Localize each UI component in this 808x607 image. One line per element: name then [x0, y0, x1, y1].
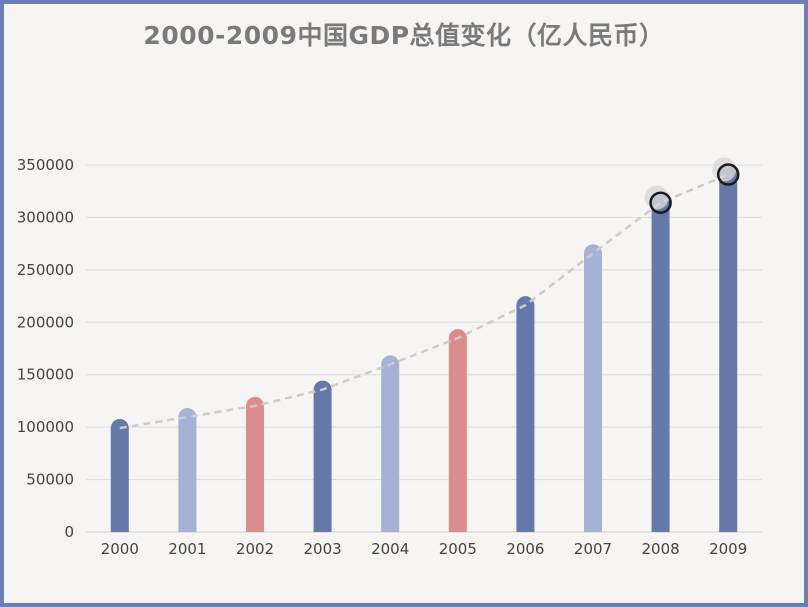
- y-tick-label: 100000: [17, 418, 74, 436]
- x-tick-label: 2005: [439, 540, 477, 558]
- x-tick-label: 2007: [574, 540, 612, 558]
- bar-cap-2001: [178, 408, 197, 427]
- bar-2004: [381, 364, 400, 532]
- bar-2002: [246, 405, 264, 532]
- highlight-marker-2009: [716, 163, 740, 186]
- highlight-halo-2009: [712, 157, 737, 182]
- y-tick-label: 50000: [26, 471, 74, 489]
- bar-2003: [313, 389, 332, 532]
- bar-2000: [110, 427, 129, 532]
- y-tick-label: 200000: [17, 313, 74, 331]
- highlight-marker-2008: [649, 191, 672, 214]
- bar-2007: [584, 253, 602, 532]
- x-tick-label: 2004: [371, 540, 409, 558]
- bars: [110, 165, 738, 532]
- x-tick-label: 2000: [101, 540, 139, 558]
- y-tick-label: 300000: [17, 208, 74, 226]
- y-tick-label: 150000: [17, 366, 74, 384]
- y-tick-label: 350000: [17, 156, 74, 174]
- bar-2001: [178, 417, 197, 532]
- x-tick-label: 2006: [506, 540, 544, 558]
- bar-2008: [651, 202, 670, 532]
- y-axis-ticks: 0 50000 100000 150000 200000 250000 300000 3500…: [17, 156, 74, 541]
- bar-2009: [719, 174, 738, 532]
- x-axis-ticks: 2000 2001 2002 2003 2004 2005 2006 2007 2008 2009: [101, 540, 748, 558]
- bar-cap-2007: [584, 244, 602, 263]
- trend-line: [119, 157, 740, 430]
- x-tick-label: 2001: [168, 540, 206, 558]
- x-tick-label: 2002: [236, 540, 274, 558]
- grid-lines: [86, 164, 762, 533]
- x-tick-label: 2003: [304, 540, 342, 558]
- highlight-halo-2008: [644, 185, 669, 210]
- x-tick-label: 2008: [642, 540, 680, 558]
- bar-2006: [516, 305, 535, 532]
- bar-2005: [448, 338, 467, 532]
- y-tick-label: 250000: [17, 261, 74, 279]
- trend-polyline: [119, 173, 729, 430]
- x-tick-label: 2009: [709, 540, 747, 558]
- y-tick-label: 0: [64, 523, 74, 541]
- chart-title: 2000-2009中国GDP总值变化（亿人民币）: [143, 21, 665, 50]
